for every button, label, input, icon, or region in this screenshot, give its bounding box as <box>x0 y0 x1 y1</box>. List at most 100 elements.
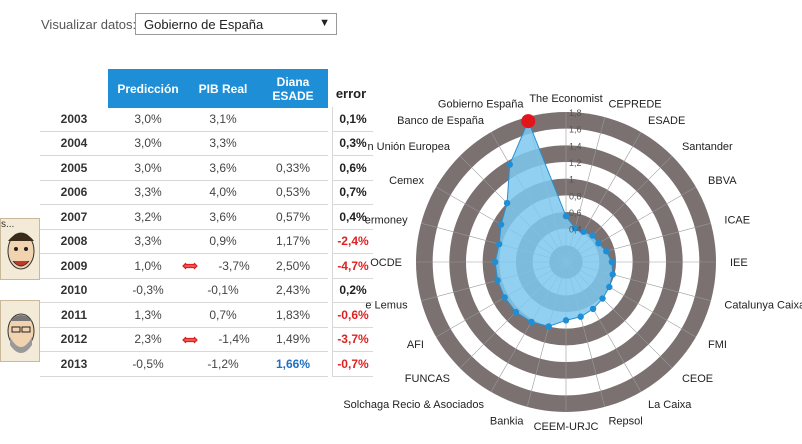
data-point <box>577 313 584 320</box>
prediccion-cell: -0,3% <box>108 278 188 303</box>
pib-value: 0,9% <box>209 234 237 249</box>
year-cell: 2010 <box>40 278 108 303</box>
data-point <box>603 248 610 255</box>
year-cell: 2005 <box>40 155 108 181</box>
diana-cell <box>258 107 328 132</box>
diana-cell: 2,43% <box>258 278 328 303</box>
category-label: ICAE <box>724 215 750 227</box>
prediccion-cell: 3,0% <box>108 107 188 132</box>
pib-value: -1,4% <box>218 332 250 347</box>
category-label: Banco de España <box>397 115 485 127</box>
data-point <box>589 305 597 313</box>
pib-cell: 0,9% <box>188 229 258 254</box>
diana-cell: 1,17% <box>258 229 328 254</box>
prediccion-cell: 3,0% <box>108 131 188 156</box>
data-point <box>599 295 606 302</box>
category-label: e Lemus <box>365 299 408 311</box>
table-row: 2004 3,0% 3,3% 0,3% <box>40 131 373 156</box>
data-source-select[interactable]: Gobierno de España ▼ <box>135 13 337 35</box>
face-drawing-2 <box>7 313 35 353</box>
table-row: 2003 3,0% 3,1% 0,1% <box>40 107 373 132</box>
pib-value: 4,0% <box>209 185 237 200</box>
category-label: ESADE <box>648 115 685 127</box>
table-row: 2005 3,0% 3,6% 0,33% 0,6% <box>40 155 373 181</box>
year-cell: 2004 <box>40 131 108 156</box>
pib-cell: -1,4% <box>182 327 258 352</box>
caricature-ellipsis: s... <box>1 219 15 230</box>
year-cell: 2009 <box>40 253 108 279</box>
error-cell: 0,4% <box>332 204 373 230</box>
pib-cell: 3,6% <box>188 155 258 181</box>
header-prediccion: Predicción <box>108 69 188 108</box>
prediccion-cell: 2,3% <box>108 327 188 352</box>
data-point <box>494 277 501 284</box>
pib-value: -1,2% <box>207 356 239 371</box>
data-point <box>608 258 616 266</box>
tick-label: 0,8 <box>569 191 582 201</box>
error-cell: -3,7% <box>332 327 373 352</box>
data-point <box>595 240 602 247</box>
prediccion-cell: 3,0% <box>108 155 188 181</box>
error-cell: 0,7% <box>332 180 373 205</box>
highlight-point <box>521 114 536 129</box>
year-cell: 2011 <box>40 302 108 328</box>
data-point <box>562 317 570 324</box>
diana-cell: 0,57% <box>258 204 328 230</box>
pib-value: 3,3% <box>209 136 237 151</box>
table-row: 2011 1,3% 0,7% 1,83% -0,6% <box>40 302 373 328</box>
error-cell: -0,6% <box>332 302 373 328</box>
selected-value: Gobierno de España <box>144 17 264 32</box>
category-label: OCDE <box>370 257 402 269</box>
category-label: Santander <box>682 141 733 153</box>
pib-value: 3,1% <box>209 111 237 126</box>
category-label: CEOE <box>682 373 713 385</box>
tick-label: 1,8 <box>569 108 582 118</box>
year-cell: 2013 <box>40 351 108 377</box>
year-cell: 2006 <box>40 180 108 205</box>
tick-label: 1,4 <box>569 141 582 151</box>
data-point <box>589 232 596 239</box>
category-label: Bankia <box>490 415 525 427</box>
error-cell: 0,6% <box>332 155 373 181</box>
category-label: FMI <box>708 339 727 351</box>
category-label: La Caixa <box>648 399 692 411</box>
double-arrow-icon <box>182 336 198 343</box>
category-label: IEE <box>730 257 748 269</box>
pib-cell: -3,7% <box>182 253 258 279</box>
year-cell: 2003 <box>40 107 108 132</box>
category-label: Repsol <box>608 415 642 427</box>
year-cell: 2012 <box>40 327 108 352</box>
pib-value: -0,1% <box>207 283 239 298</box>
table-row: 2012 2,3% -1,4% 1,49% -3,7% <box>40 327 373 352</box>
diana-cell: 1,66% <box>258 351 328 377</box>
caricature-rajoy <box>0 300 40 362</box>
error-cell: 0,3% <box>332 131 373 156</box>
category-label: Solchaga Recio & Asociados <box>343 399 484 411</box>
table-row: 2008 3,3% 0,9% 1,17% -2,4% <box>40 229 373 254</box>
prediccion-cell: -0,5% <box>108 351 188 377</box>
face-drawing-1 <box>7 232 35 270</box>
category-label: Cemex <box>389 175 424 187</box>
tick-label: 1,2 <box>569 158 582 168</box>
table-row: 2007 3,2% 3,6% 0,57% 0,4% <box>40 204 373 230</box>
data-point <box>606 283 613 291</box>
data-point <box>609 271 616 278</box>
prediccion-cell: 3,3% <box>108 180 188 205</box>
category-label: AFI <box>407 339 424 351</box>
pib-cell: 0,7% <box>188 302 258 328</box>
selector-label: Visualizar datos: <box>41 17 137 32</box>
pib-value: -3,7% <box>218 258 250 273</box>
category-label: The Economist <box>529 93 602 105</box>
tick-label: 0,4 <box>569 225 582 235</box>
header-pib-real: PIB Real <box>188 69 258 108</box>
data-point <box>545 323 552 330</box>
pib-value: 3,6% <box>209 160 237 175</box>
category-label: n Unión Europea <box>367 141 450 153</box>
data-point <box>506 161 513 168</box>
data-point <box>497 221 505 228</box>
error-cell: 0,2% <box>332 278 373 303</box>
table-row: 2009 1,0% -3,7% 2,50% -4,7% <box>40 253 373 279</box>
data-point <box>580 228 587 235</box>
pib-value: 3,6% <box>209 209 237 224</box>
